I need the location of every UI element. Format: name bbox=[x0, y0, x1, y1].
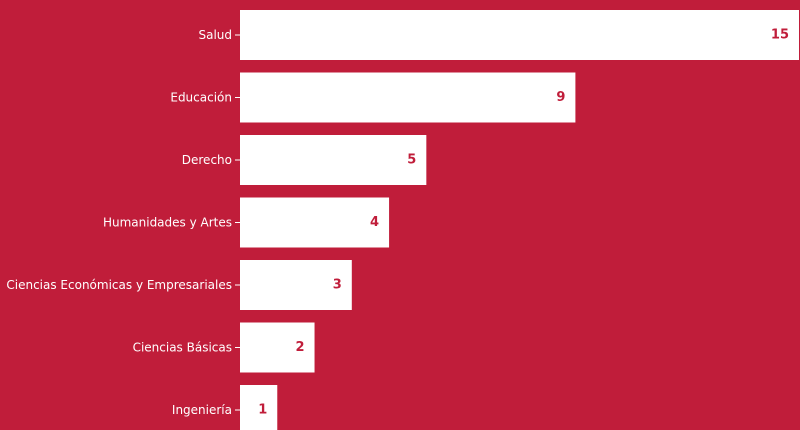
bar-ingenieria bbox=[240, 385, 278, 430]
value-label-ingenieria: 1 bbox=[258, 403, 267, 418]
category-label-ingenieria: Ingeniería bbox=[172, 403, 232, 417]
value-label-salud: 15 bbox=[771, 28, 789, 43]
value-label-ciencias-economicas-y-empresariales: 3 bbox=[333, 278, 342, 293]
bar-ciencias-basicas bbox=[240, 322, 315, 373]
category-label-ciencias-economicas-y-empresariales: Ciencias Económicas y Empresariales bbox=[6, 278, 232, 292]
category-label-ciencias-basicas: Ciencias Básicas bbox=[133, 341, 232, 355]
value-label-humanidades-y-artes: 4 bbox=[370, 215, 379, 230]
bar-derecho bbox=[240, 135, 427, 185]
bar-salud bbox=[240, 10, 799, 60]
bar-ciencias-economicas-y-empresariales bbox=[240, 260, 352, 310]
category-label-salud: Salud bbox=[198, 28, 232, 42]
value-label-educacion: 9 bbox=[556, 90, 565, 105]
category-label-derecho: Derecho bbox=[182, 153, 232, 167]
bar-educacion bbox=[240, 72, 576, 123]
value-label-ciencias-basicas: 2 bbox=[295, 340, 304, 355]
category-label-educacion: Educación bbox=[170, 91, 232, 105]
bar-humanidades-y-artes bbox=[240, 197, 390, 248]
category-label-humanidades-y-artes: Humanidades y Artes bbox=[103, 216, 232, 230]
value-label-derecho: 5 bbox=[407, 153, 416, 168]
